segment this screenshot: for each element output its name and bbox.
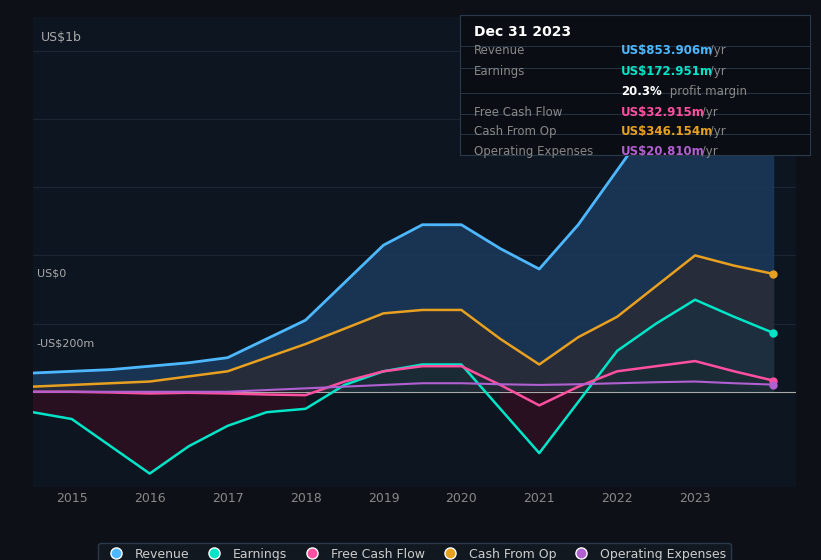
Text: 20.3%: 20.3%: [621, 85, 662, 97]
Text: /yr: /yr: [706, 44, 726, 57]
Text: /yr: /yr: [706, 65, 726, 78]
Text: Cash From Op: Cash From Op: [474, 125, 557, 138]
Text: /yr: /yr: [706, 125, 726, 138]
Legend: Revenue, Earnings, Free Cash Flow, Cash From Op, Operating Expenses: Revenue, Earnings, Free Cash Flow, Cash …: [99, 543, 731, 560]
Text: Earnings: Earnings: [474, 65, 525, 78]
Text: US$32.915m: US$32.915m: [621, 106, 705, 119]
Text: US$1b: US$1b: [40, 31, 81, 44]
Text: /yr: /yr: [698, 106, 718, 119]
Text: Dec 31 2023: Dec 31 2023: [474, 25, 571, 39]
Text: profit margin: profit margin: [667, 85, 747, 97]
Text: /yr: /yr: [698, 145, 718, 158]
Text: US$346.154m: US$346.154m: [621, 125, 713, 138]
Text: US$172.951m: US$172.951m: [621, 65, 713, 78]
Text: US$853.906m: US$853.906m: [621, 44, 713, 57]
Text: US$20.810m: US$20.810m: [621, 145, 704, 158]
Text: US$0: US$0: [37, 268, 66, 278]
Text: Operating Expenses: Operating Expenses: [474, 145, 594, 158]
Text: Free Cash Flow: Free Cash Flow: [474, 106, 562, 119]
Text: -US$200m: -US$200m: [37, 339, 95, 349]
Text: Revenue: Revenue: [474, 44, 525, 57]
